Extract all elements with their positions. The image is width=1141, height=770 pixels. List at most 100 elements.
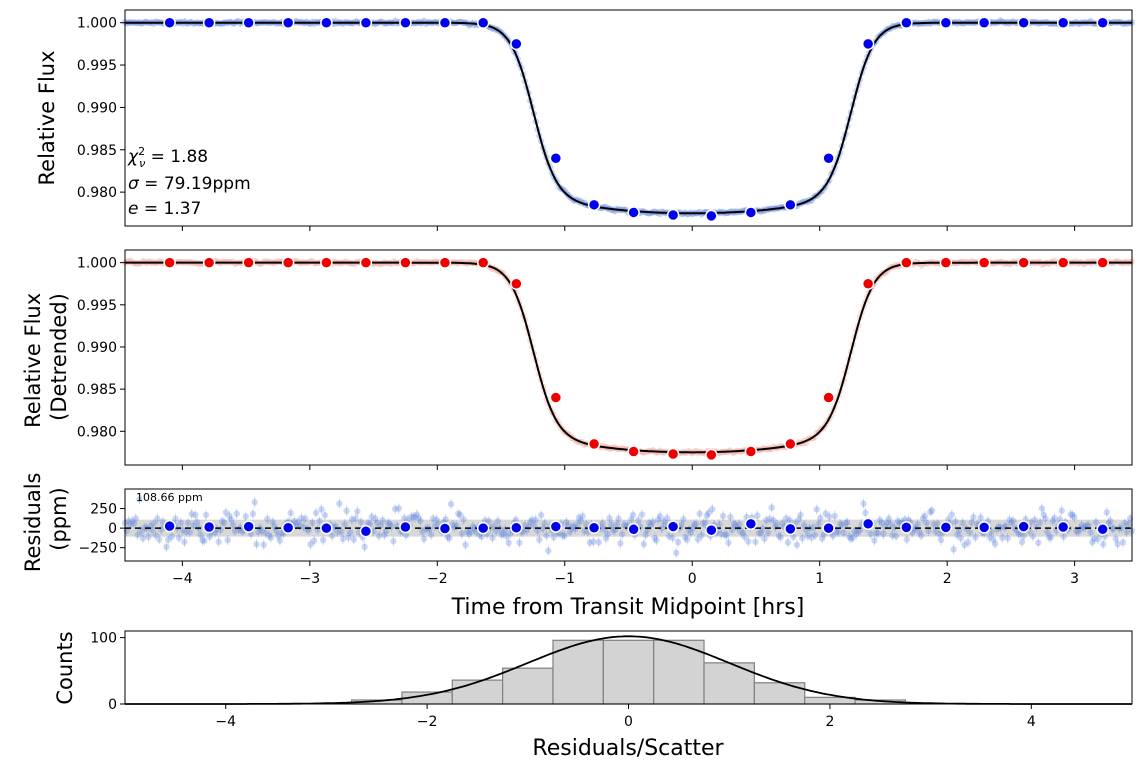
residual-point (936, 530, 943, 538)
residual-point (193, 518, 201, 526)
x-tick-label: −4 (172, 571, 193, 587)
residual-point (420, 535, 428, 543)
residual-point (833, 528, 840, 535)
residual-point (1108, 525, 1116, 532)
residual-point (932, 528, 939, 535)
residual-point (444, 533, 451, 540)
binned-point (438, 16, 452, 29)
binned-residual (438, 522, 452, 535)
residual-point (354, 508, 361, 515)
residual-point (928, 507, 936, 514)
residual-point (804, 532, 811, 539)
residual-point (319, 536, 327, 544)
residual-point (656, 512, 664, 520)
residual-point (649, 518, 657, 525)
residual-point (1069, 511, 1076, 519)
residual-point (937, 536, 945, 544)
residual-point (914, 520, 921, 528)
residual-point (413, 511, 421, 518)
binned-point (784, 198, 797, 212)
residual-point (640, 540, 648, 548)
residual-point (732, 521, 739, 529)
binned-point (705, 209, 718, 223)
binned-residual (977, 521, 991, 534)
residual-point (1090, 535, 1098, 542)
residual-point (456, 511, 464, 518)
residual-point (602, 535, 610, 542)
binned-residual (1096, 523, 1109, 536)
residual-point (255, 528, 262, 536)
residual-point (784, 539, 792, 546)
binned-residuals (163, 517, 1109, 538)
residual-point (1051, 514, 1058, 522)
residual-point (1015, 530, 1022, 537)
binned-point (476, 256, 490, 269)
residual-point (581, 527, 588, 535)
binned-residual (939, 521, 953, 534)
residual-point (341, 520, 348, 528)
histogram-bar (502, 667, 554, 705)
y-axis-label-line2: (ppm) (47, 487, 71, 551)
residual-point (500, 530, 507, 537)
binned-residual (1017, 520, 1030, 533)
residual-point (348, 516, 356, 523)
y-tick-label: 0 (108, 697, 117, 713)
x-tick-label: −3 (300, 571, 321, 587)
residual-point (462, 541, 469, 549)
x-tick-label: −2 (427, 571, 448, 587)
residual-point (871, 537, 878, 544)
residual-point (721, 531, 729, 539)
residual-point (318, 506, 325, 513)
residual-point (465, 530, 473, 538)
residual-point (813, 506, 820, 513)
residual-point (1119, 539, 1127, 546)
residual-point (703, 512, 711, 519)
binned-point (163, 256, 176, 269)
binned-residual (900, 521, 913, 534)
binned-residual (359, 525, 373, 538)
residual-point (1038, 505, 1046, 512)
residual-point (892, 533, 900, 540)
residual-point (635, 517, 642, 524)
residual-point (312, 509, 320, 517)
residual-point (334, 529, 341, 536)
residual-point (417, 517, 424, 524)
residual-point (132, 515, 140, 522)
residual-point (573, 521, 581, 528)
residual-point (545, 547, 552, 554)
residual-point (867, 530, 874, 538)
residual-point (494, 517, 502, 525)
residual-point (1121, 520, 1128, 527)
residual-point (532, 516, 539, 523)
residual-point (447, 500, 455, 508)
residual-point (442, 516, 449, 523)
residual-point (840, 529, 847, 537)
residual-point (620, 521, 628, 529)
residual-point (471, 525, 478, 532)
residual-point (853, 530, 860, 538)
x-tick-label: 2 (943, 571, 952, 587)
residual-point (950, 546, 957, 553)
residual-point (1040, 511, 1047, 519)
residual-point (566, 528, 574, 535)
residual-point (550, 533, 557, 541)
residual-point (374, 519, 381, 526)
residual-point (763, 517, 770, 524)
residual-point (220, 519, 228, 527)
residual-point (384, 519, 392, 527)
residual-point (183, 528, 190, 536)
residual-point (1072, 527, 1080, 535)
residual-point (1029, 533, 1037, 540)
binned-point (705, 448, 718, 462)
y-tick-label: 1.000 (77, 16, 117, 32)
residual-point (357, 518, 365, 526)
residual-point (770, 517, 777, 524)
binned-point (1017, 256, 1030, 269)
residual-point (818, 535, 826, 542)
residual-point (1031, 516, 1038, 523)
residual-point (793, 541, 801, 548)
x-ticks: −4 −2 0 2 4 (215, 704, 1036, 730)
residual-point (689, 525, 696, 532)
residual-point (1006, 516, 1013, 523)
residual-point (150, 520, 158, 527)
